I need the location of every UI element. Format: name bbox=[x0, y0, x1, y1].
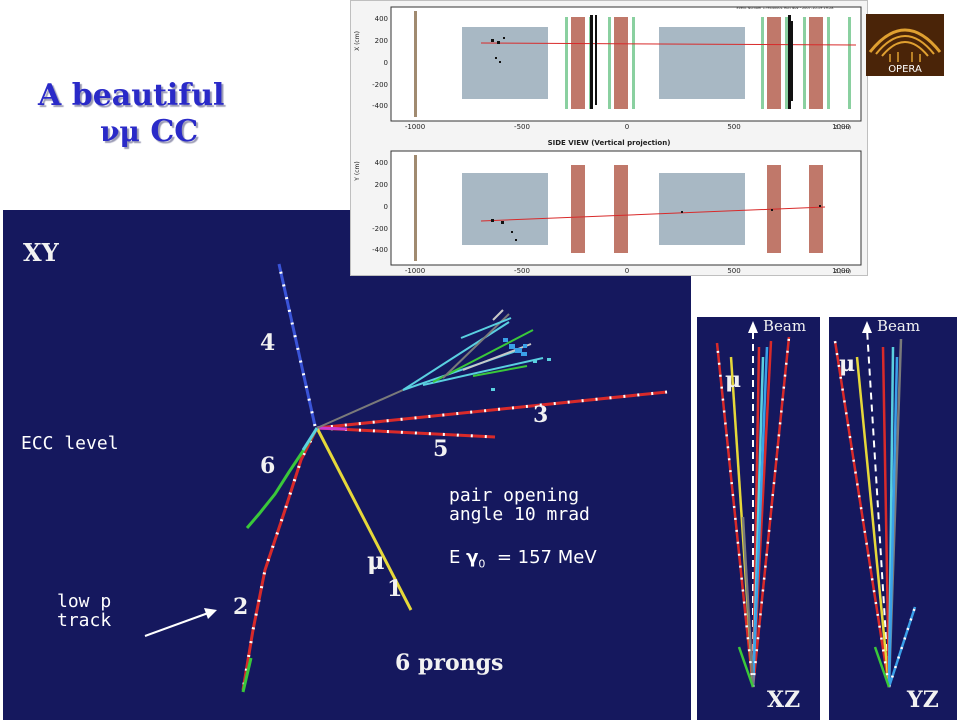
display-header: Event Number 179440001 Run Nov · 2007-10… bbox=[737, 6, 834, 10]
prong-label-1: 1 bbox=[387, 576, 403, 602]
title-line-2: νμ CC bbox=[38, 114, 224, 150]
title-neutrino-symbol: νμ bbox=[100, 115, 140, 148]
xz-beam-label: Beam bbox=[763, 317, 807, 335]
opera-logo-graphic: OPERA bbox=[868, 28, 942, 75]
detector-plots: Event Number 179440001 Run Nov · 2007-10… bbox=[354, 6, 862, 275]
prong-label-5: 5 bbox=[433, 436, 449, 462]
energy-symbol: γ bbox=[466, 547, 479, 568]
track-muon-1 bbox=[315, 427, 413, 611]
photon-energy-label: E γ0 = 157 MeV bbox=[449, 548, 597, 574]
side-view-title: SIDE VIEW (Vertical projection) bbox=[548, 139, 671, 147]
bottom-ylabel: Y (cm) bbox=[354, 161, 361, 181]
top-ytick-m200: -200 bbox=[372, 81, 388, 89]
pair-line-1: pair opening bbox=[449, 485, 580, 506]
track-prong-3 bbox=[316, 390, 668, 430]
top-xtick-m500: -500 bbox=[514, 123, 530, 131]
bottom-xtick-1000: 1000 bbox=[832, 267, 850, 275]
bottom-xtick-m1000: -1000 bbox=[405, 267, 425, 275]
em-shower-tracks bbox=[316, 309, 544, 429]
top-ytick-400: 400 bbox=[375, 15, 388, 23]
em-shower-cluster bbox=[491, 338, 551, 391]
slide-title: A beautiful νμ CC bbox=[38, 78, 224, 150]
bottom-ytick-m200: -200 bbox=[372, 225, 388, 233]
energy-subscript: 0 bbox=[478, 557, 486, 571]
bottom-ytick-0: 0 bbox=[384, 203, 388, 211]
xz-view: Beam μ XZ bbox=[697, 317, 820, 720]
title-cc-text: CC bbox=[150, 114, 199, 149]
xz-tracks-drawing bbox=[715, 321, 791, 688]
top-ylabel: X (cm) bbox=[354, 31, 361, 51]
bottom-xtick-m500: -500 bbox=[514, 267, 530, 275]
track-prong-2-end bbox=[241, 657, 253, 693]
xz-view-label: XZ bbox=[767, 687, 801, 713]
xy-view-label: XY bbox=[23, 238, 59, 267]
xy-tracks-drawing bbox=[144, 263, 668, 693]
yz-beam-label: Beam bbox=[877, 317, 921, 335]
top-xtick-m1000: -1000 bbox=[405, 123, 425, 131]
bottom-ytick-m400: -400 bbox=[372, 246, 388, 254]
opera-logo: OPERA bbox=[866, 14, 944, 76]
ecc-level-label: ECC level bbox=[21, 433, 119, 454]
track-prong-4-dashes bbox=[277, 263, 317, 427]
prong-label-2: 2 bbox=[233, 594, 249, 620]
energy-prefix: E bbox=[449, 547, 461, 568]
bottom-xtick-0: 0 bbox=[625, 267, 629, 275]
top-ytick-200: 200 bbox=[375, 37, 388, 45]
low-p-line-2: track bbox=[57, 610, 112, 631]
title-line-1: A beautiful bbox=[38, 78, 225, 113]
xy-vertex-view: XY 4 3 5 6 μ 1 2 6 prongs ECC level low … bbox=[3, 210, 691, 720]
muon-label: μ bbox=[367, 546, 385, 575]
low-p-track-label: low p track bbox=[57, 592, 111, 630]
bottom-xlabel: Z (cm) bbox=[834, 269, 851, 275]
track-prong-6-cyan bbox=[301, 427, 319, 451]
prong-count-label: 6 prongs bbox=[395, 650, 504, 676]
low-p-arrow-head bbox=[204, 608, 217, 619]
track-prong-2 bbox=[241, 427, 319, 691]
top-ytick-m400: -400 bbox=[372, 102, 388, 110]
prong-label-4: 4 bbox=[260, 330, 276, 356]
top-xlabel: Z (cm) bbox=[834, 125, 851, 131]
track-prong-2-dashes bbox=[241, 427, 319, 691]
xz-muon-label: μ bbox=[725, 367, 742, 393]
top-xtick-500: 500 bbox=[727, 123, 740, 131]
opera-logo-text: OPERA bbox=[888, 64, 922, 75]
bottom-ytick-400: 400 bbox=[375, 159, 388, 167]
top-xtick-0: 0 bbox=[625, 123, 629, 131]
track-prong-4 bbox=[277, 263, 317, 427]
energy-value: = 157 MeV bbox=[496, 547, 597, 568]
low-p-line-1: low p bbox=[57, 591, 112, 612]
bottom-xtick-500: 500 bbox=[727, 267, 740, 275]
top-ytick-0: 0 bbox=[384, 59, 388, 67]
bottom-ytick-200: 200 bbox=[375, 181, 388, 189]
electronic-detector-display: Event Number 179440001 Run Nov · 2007-10… bbox=[350, 0, 868, 276]
yz-tracks-drawing bbox=[833, 321, 917, 688]
yz-view-label: YZ bbox=[907, 687, 939, 713]
pair-line-2: angle 10 mrad bbox=[449, 504, 590, 525]
prong-label-3: 3 bbox=[533, 402, 549, 428]
yz-muon-label: μ bbox=[839, 351, 856, 377]
low-p-arrow-shaft bbox=[144, 611, 212, 637]
pair-opening-label: pair opening angle 10 mrad bbox=[449, 486, 590, 524]
prong-label-6: 6 bbox=[260, 453, 276, 479]
yz-view: Beam μ YZ bbox=[829, 317, 957, 720]
top-xtick-1000: 1000 bbox=[832, 123, 850, 131]
track-prong-5-start bbox=[316, 426, 348, 431]
